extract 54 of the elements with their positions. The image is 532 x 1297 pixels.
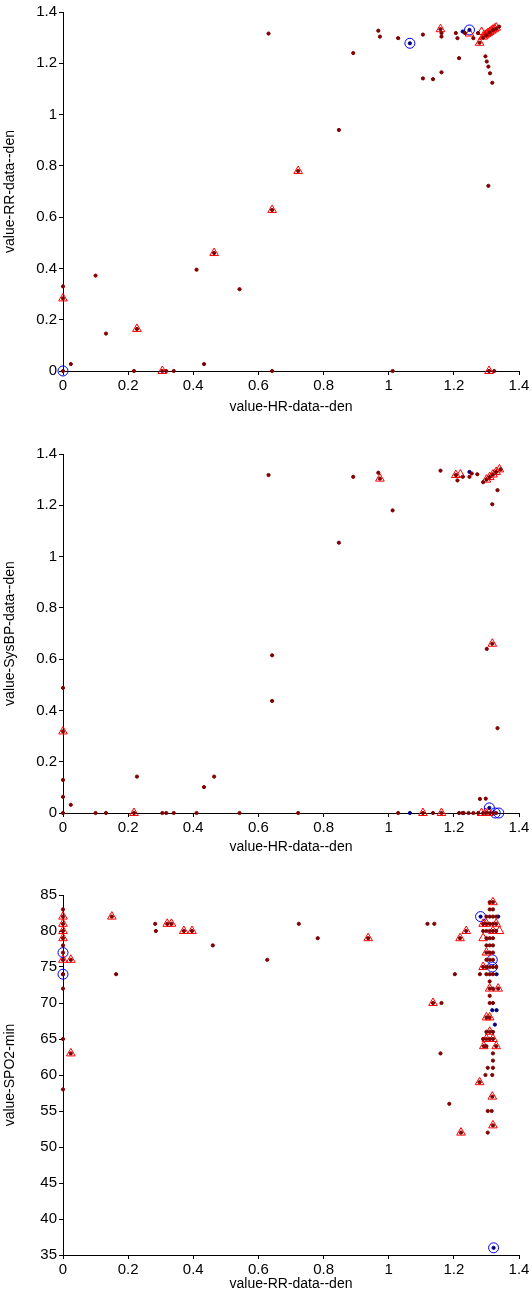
- y-tick-label: 0.6: [36, 649, 57, 667]
- x-axis-title: value-HR-data--den: [229, 398, 353, 415]
- y-tick-label: 0.2: [36, 309, 57, 327]
- x-tick-label: 1: [384, 818, 393, 836]
- x-tick-label: 0.8: [313, 1260, 334, 1278]
- y-tick-label: 85: [40, 885, 57, 903]
- y-tick-label: 1.2: [36, 53, 57, 71]
- y-tick-label: 1.4: [36, 444, 57, 462]
- x-tick-label: 0.2: [117, 1260, 139, 1278]
- y-tick-label: 0.8: [36, 156, 57, 173]
- x-tick-label: 1: [384, 376, 393, 394]
- x-tick-label: 0.6: [248, 1260, 269, 1278]
- y-tick-label: 55: [40, 1101, 57, 1119]
- x-tick-label: 1.4: [508, 376, 530, 394]
- x-tick-label: 1.2: [443, 818, 465, 836]
- x-tick-label: 0.6: [248, 818, 269, 836]
- x-tick-label: 0.4: [182, 1260, 204, 1278]
- y-tick-label: 50: [40, 1137, 57, 1155]
- x-tick-label: 0.2: [117, 818, 139, 836]
- x-tick-label: 0.2: [117, 376, 139, 394]
- x-tick-label: 1: [384, 1260, 393, 1278]
- y-tick-label: 80: [40, 921, 57, 939]
- y-axis-title: value-RR-data--den: [1, 130, 18, 253]
- y-tick-label: 45: [40, 1173, 57, 1191]
- x-tick-label: 0.8: [313, 376, 334, 394]
- y-axis-title: value-SysBP-data--den: [1, 561, 18, 706]
- x-axis-title: value-RR-data--den: [229, 1275, 353, 1292]
- y-tick-label: 0.6: [36, 207, 57, 225]
- x-tick-label: 0.4: [182, 818, 204, 836]
- y-tick-label: 75: [40, 957, 57, 975]
- y-tick-label: 70: [40, 993, 57, 1011]
- x-tick-label: 1.2: [443, 376, 465, 394]
- y-tick-label: 0: [48, 361, 57, 379]
- y-tick-label: 35: [40, 1245, 57, 1263]
- y-tick-label: 0: [48, 803, 57, 821]
- y-tick-label: 1.2: [36, 495, 57, 513]
- x-tick-label: 0.8: [313, 818, 334, 836]
- y-tick-label: 0.4: [36, 258, 57, 276]
- y-tick-label: 60: [40, 1065, 57, 1083]
- x-axis-title: value-HR-data--den: [229, 838, 353, 855]
- x-tick-label: 0.6: [248, 376, 269, 394]
- y-tick-label: 0.2: [36, 751, 57, 769]
- x-tick-label: 0.4: [182, 376, 204, 394]
- y-tick-label: 1: [48, 104, 57, 122]
- x-tick-label: 1.4: [508, 1260, 530, 1278]
- x-tick-label: 1.4: [508, 818, 530, 836]
- y-axis-title: value-SPO2-min: [1, 1023, 18, 1127]
- y-tick-label: 0.8: [36, 598, 57, 615]
- x-tick-label: 1.2: [443, 1260, 465, 1278]
- y-tick-label: 1: [48, 546, 57, 564]
- y-tick-label: 65: [40, 1029, 57, 1047]
- y-tick-label: 40: [40, 1209, 57, 1227]
- y-tick-label: 0.4: [36, 700, 57, 718]
- y-tick-label: 1.4: [36, 2, 57, 20]
